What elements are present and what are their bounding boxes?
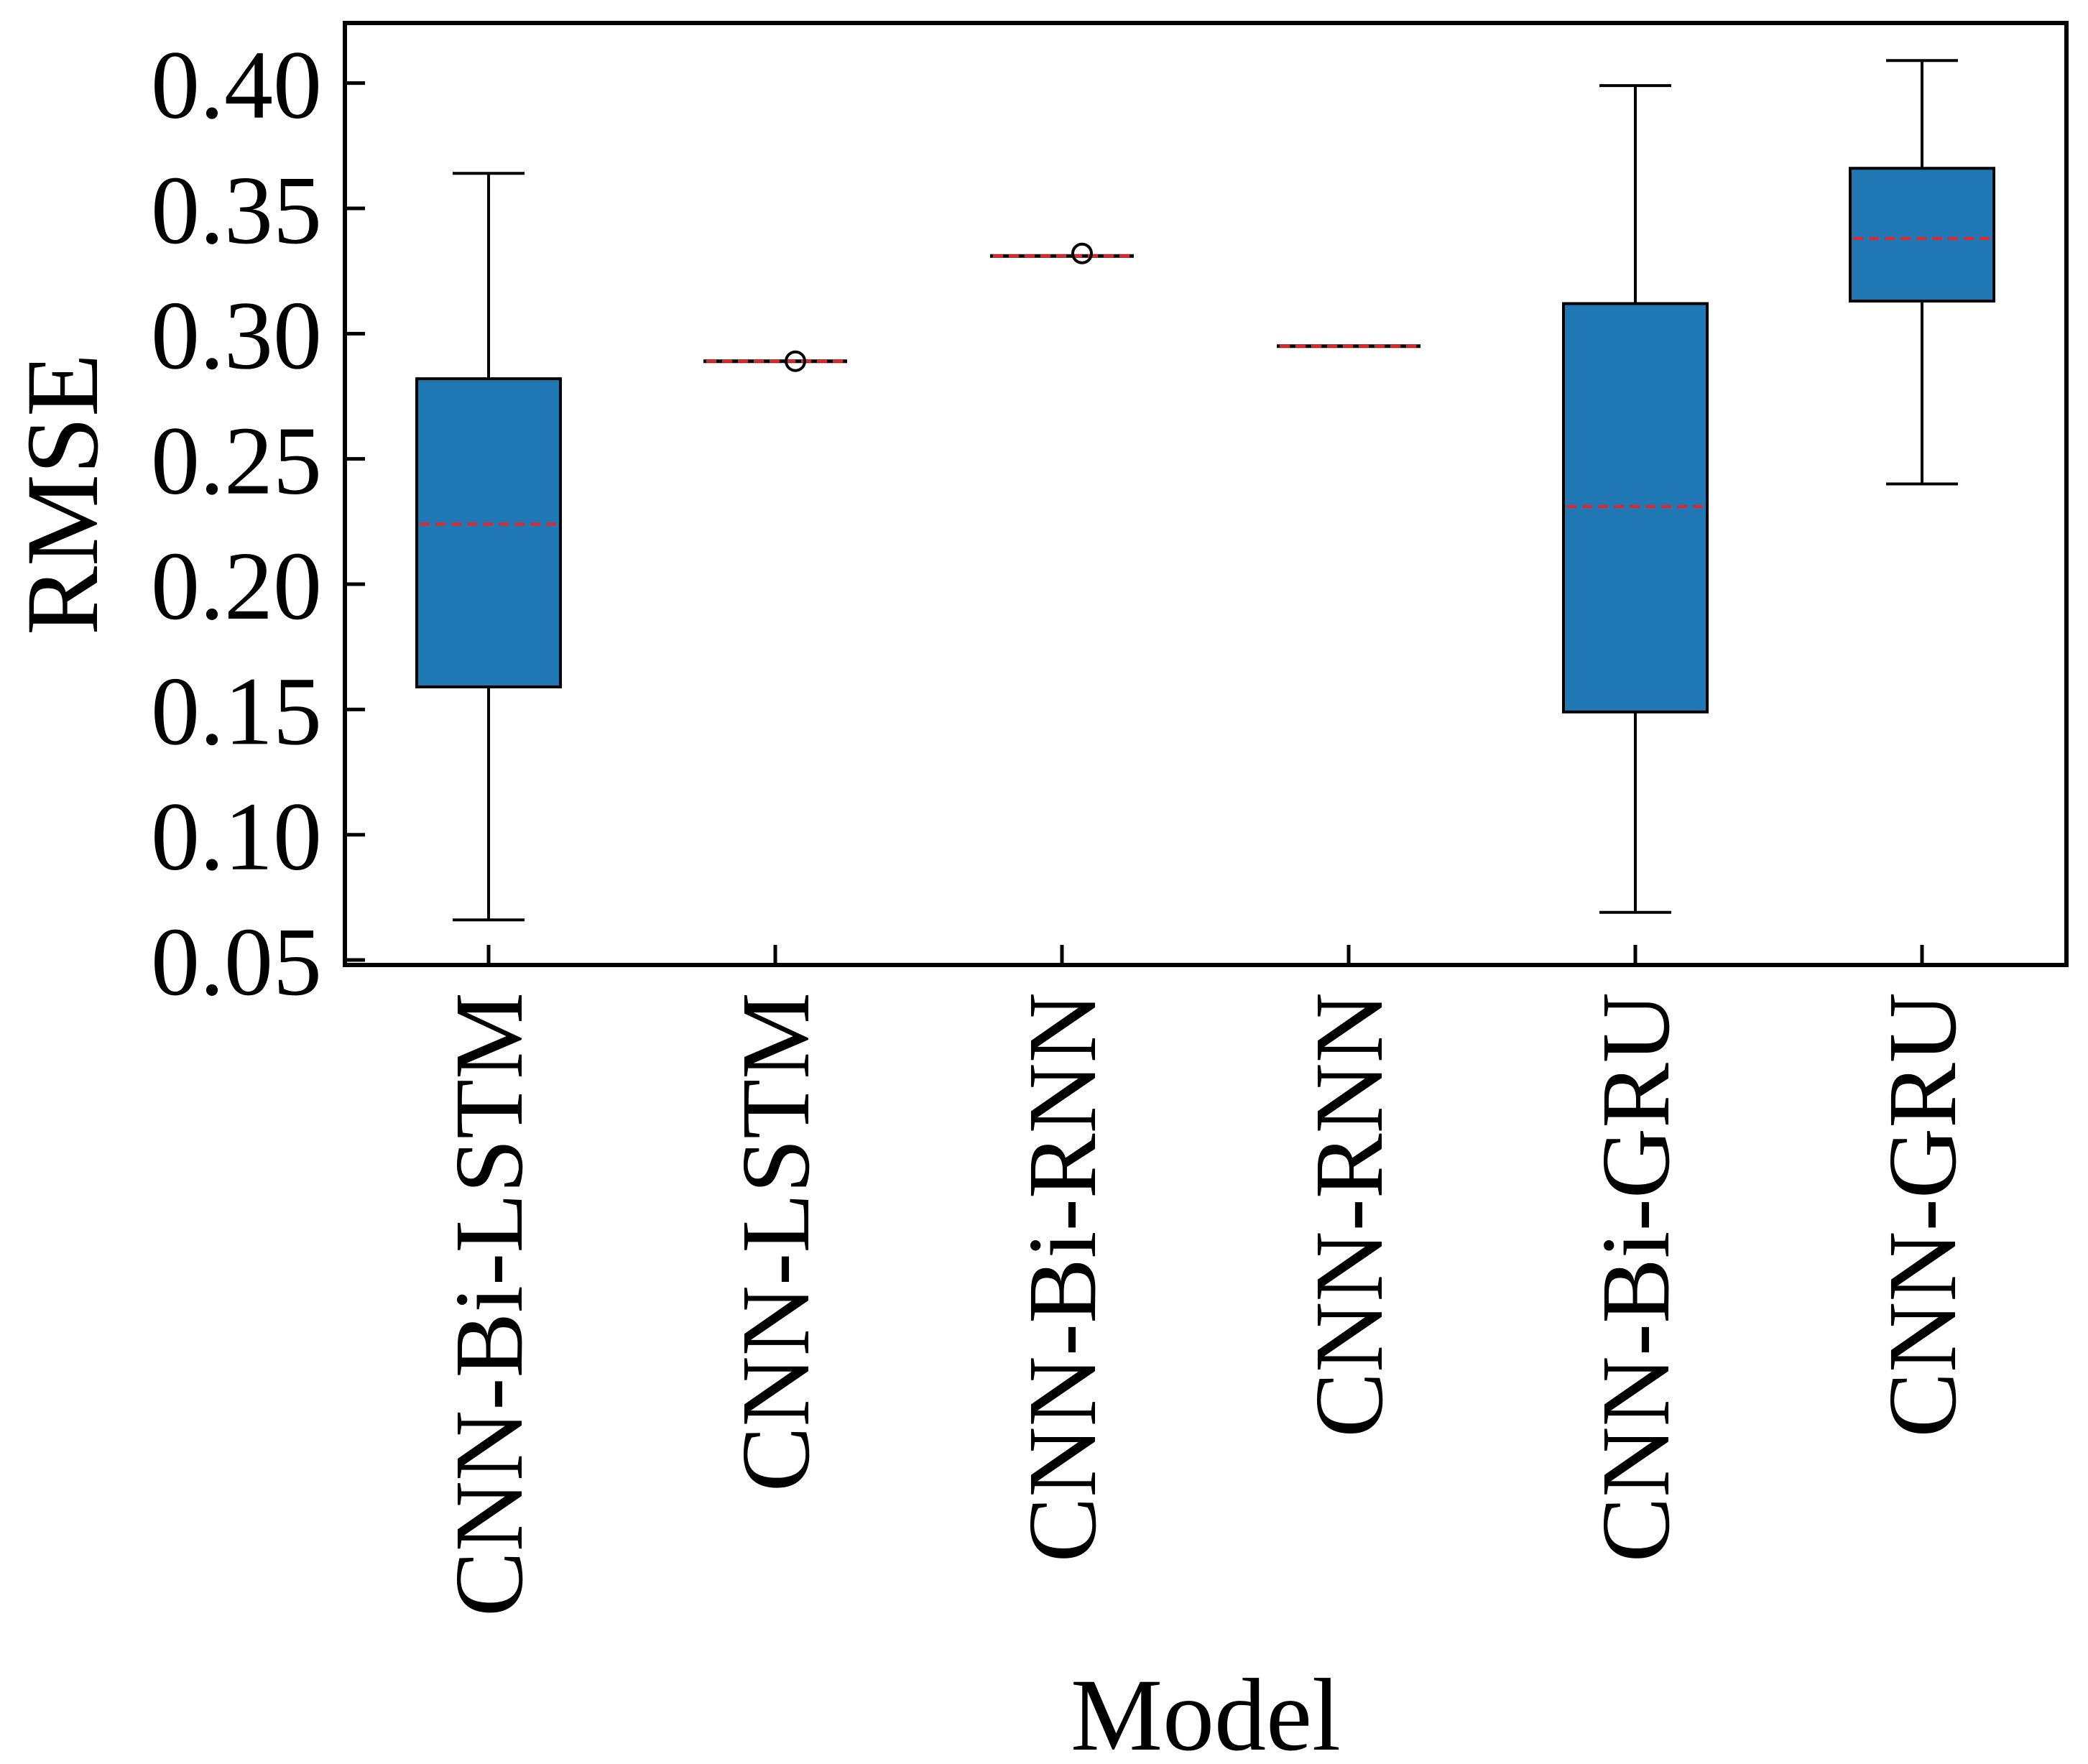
box-group: [703, 350, 847, 372]
y-tick-label: 0.20: [151, 532, 322, 640]
y-tick-label: 0.35: [151, 157, 322, 264]
x-tick-label: CNN-LSTM: [722, 992, 830, 1492]
y-tick-label: 0.40: [151, 32, 322, 139]
x-tick-label: CNN-Bi-LSTM: [435, 992, 543, 1617]
x-tick-label: CNN-Bi-GRU: [1582, 992, 1690, 1562]
outlier-point: [785, 350, 806, 372]
y-tick-label: 0.10: [151, 783, 322, 891]
box-group: [1849, 59, 1995, 486]
boxes-layer: [415, 59, 1995, 922]
x-tick-label: CNN-Bi-RNN: [1009, 992, 1117, 1562]
y-axis-title: RMSE: [6, 354, 120, 635]
box-iqr: [1849, 167, 1995, 303]
y-tick-label: 0.15: [151, 657, 322, 765]
x-axis-title: Model: [1071, 1658, 1341, 1764]
box-group: [415, 172, 562, 922]
outlier-point: [1071, 242, 1093, 264]
x-tick-label: CNN-GRU: [1869, 992, 1977, 1438]
y-tick-label: 0.25: [151, 407, 322, 515]
x-tick-label: CNN-RNN: [1295, 992, 1403, 1438]
plot-area-frame: [343, 21, 2069, 967]
y-tick-label: 0.30: [151, 282, 322, 389]
box-group: [1562, 84, 1709, 914]
y-axis: 0.05 0.10 0.15 0.20 0.25 0.30 0.35 0.40: [151, 32, 365, 1016]
box-group: [990, 242, 1134, 264]
y-tick-label: 0.05: [151, 908, 322, 1016]
box-iqr: [415, 377, 562, 688]
x-axis: CNN-Bi-LSTM CNN-LSTM CNN-Bi-RNN CNN-RNN CNN-…: [435, 945, 1977, 1617]
